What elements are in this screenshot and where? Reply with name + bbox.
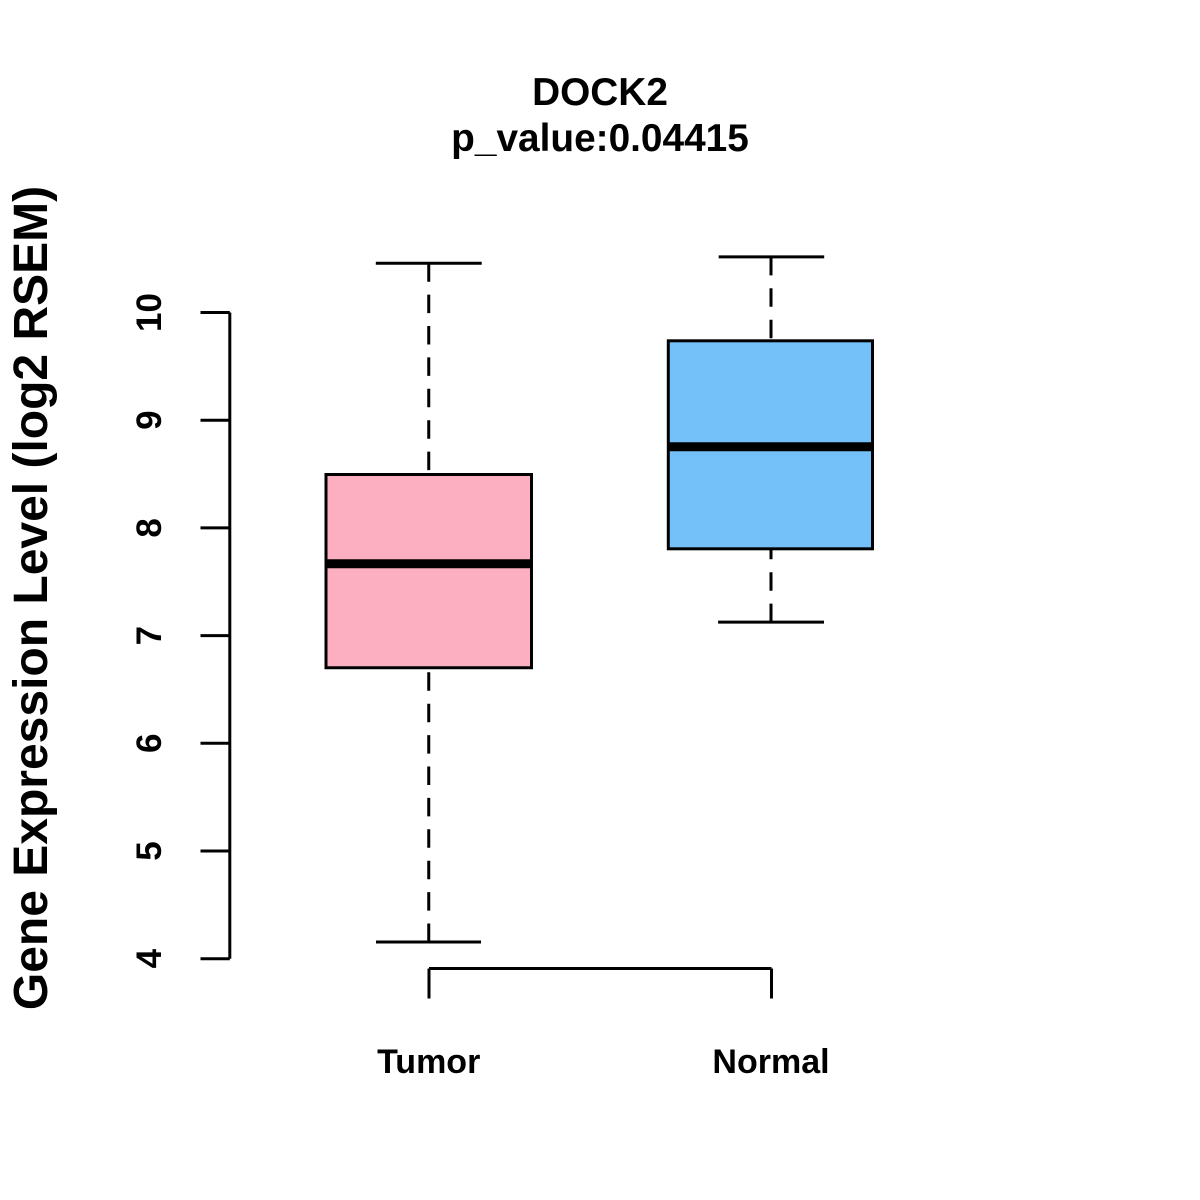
svg-text:9: 9 xyxy=(130,410,169,429)
svg-text:5: 5 xyxy=(130,841,169,860)
svg-text:4: 4 xyxy=(130,948,169,968)
svg-text:6: 6 xyxy=(130,734,169,753)
svg-text:8: 8 xyxy=(130,518,169,537)
svg-text:p_value:0.04415: p_value:0.04415 xyxy=(451,117,749,160)
svg-text:10: 10 xyxy=(130,293,169,332)
svg-text:DOCK2: DOCK2 xyxy=(532,71,668,114)
svg-text:Normal: Normal xyxy=(712,1043,829,1081)
svg-text:Tumor: Tumor xyxy=(377,1043,480,1081)
svg-text:Gene Expression Level (log2 RS: Gene Expression Level (log2 RSEM) xyxy=(5,186,58,1010)
svg-text:7: 7 xyxy=(130,626,169,645)
